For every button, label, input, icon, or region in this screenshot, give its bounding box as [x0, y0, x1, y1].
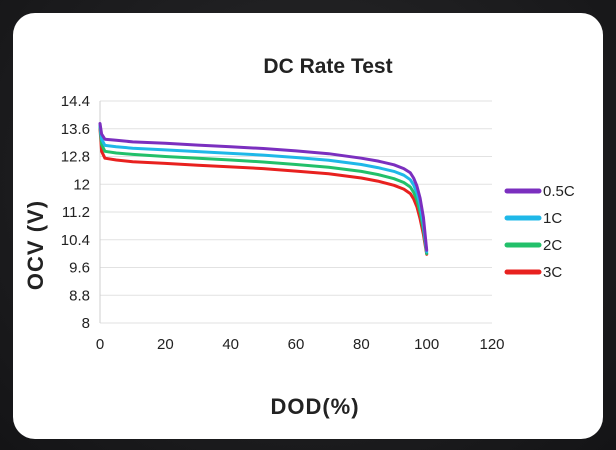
x-tick-labels: 0 20 40 60 80 100 120: [96, 336, 505, 353]
x-tick-label: 0: [96, 336, 104, 353]
y-tick-label: 12.8: [61, 149, 90, 166]
x-axis-label: DOD(%): [270, 394, 359, 419]
y-tick-label: 14.4: [61, 93, 90, 110]
series-line-2C: [98, 125, 429, 256]
y-axis-label: OCV (V): [23, 200, 48, 290]
y-tick-label: 12: [73, 176, 90, 193]
y-tick-label: 8.8: [69, 287, 90, 304]
y-tick-label: 9.6: [69, 260, 90, 277]
y-tick-label: 10.4: [61, 232, 90, 249]
y-tick-labels: 8 8.8 9.6 10.4 11.2 12 12.8 13.6 14.4: [61, 93, 90, 332]
series-lines: [98, 122, 429, 256]
x-tick-label: 20: [157, 336, 174, 353]
y-tick-label: 8: [82, 315, 90, 332]
legend-label: 0.5C: [543, 183, 575, 200]
x-tick-label: 80: [353, 336, 370, 353]
legend-label: 3C: [543, 264, 562, 281]
grid-lines: [99, 100, 492, 324]
x-tick-label: 40: [222, 336, 239, 353]
x-tick-label: 60: [288, 336, 305, 353]
legend-label: 2C: [543, 237, 562, 254]
series-line-1C: [98, 123, 429, 254]
legend-label: 1C: [543, 210, 562, 227]
chart-title: DC Rate Test: [263, 55, 392, 78]
y-tick-label: 11.2: [62, 204, 90, 221]
series-line-0_5C: [98, 122, 429, 252]
x-tick-label: 120: [479, 336, 504, 353]
legend: 0.5C 1C 2C 3C: [504, 183, 575, 281]
y-tick-label: 13.6: [61, 121, 90, 138]
series-line-3C: [98, 127, 429, 256]
chart-svg: DC Rate Test 8 8.8 9.6 10.4 11.2 12 12.8 13.6 14…: [23, 55, 575, 419]
chart-card: DC Rate Test 8 8.8 9.6 10.4 11.2 12 12.8 13.6 14…: [13, 13, 603, 439]
x-tick-label: 100: [414, 336, 439, 353]
